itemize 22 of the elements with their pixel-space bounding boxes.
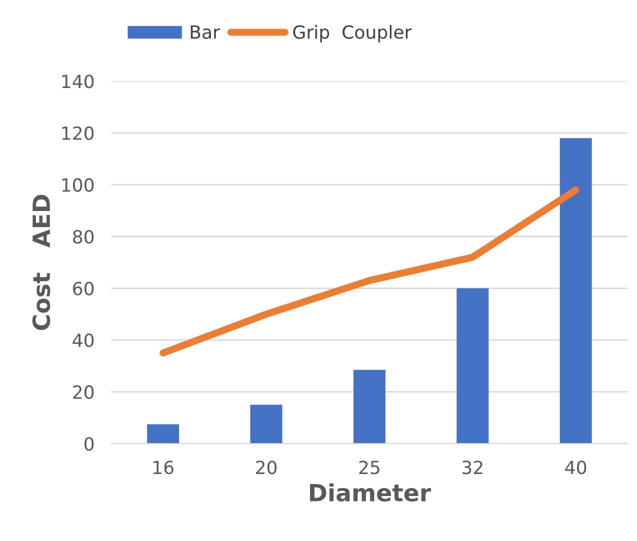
bar — [560, 138, 592, 444]
y-tick-label: 140 — [62, 74, 94, 88]
y-tick-label: 40 — [72, 334, 94, 348]
y-tick-label: 60 — [73, 282, 94, 296]
bar — [353, 370, 386, 444]
x-tick-label: 16 — [154, 460, 174, 474]
bar — [250, 404, 282, 444]
y-tick-label: 120 — [62, 126, 94, 140]
x-tick-label: 25 — [359, 460, 380, 474]
y-tick-label: 100 — [62, 178, 94, 192]
bar — [456, 288, 489, 444]
bar — [147, 424, 180, 444]
y-tick-label: 20 — [73, 385, 94, 399]
y-axis-title: Cost AED — [32, 194, 50, 330]
x-axis-title: Diameter — [310, 483, 431, 502]
y-tick-label: 0 — [84, 437, 94, 451]
y-tick-label: 80 — [73, 230, 94, 244]
legend-label: Bar — [190, 25, 220, 39]
legend-label: Grip Coupler — [293, 24, 412, 42]
x-tick-label: 40 — [565, 460, 586, 474]
x-tick-label: 20 — [256, 460, 277, 474]
x-tick-label: 32 — [462, 460, 482, 474]
